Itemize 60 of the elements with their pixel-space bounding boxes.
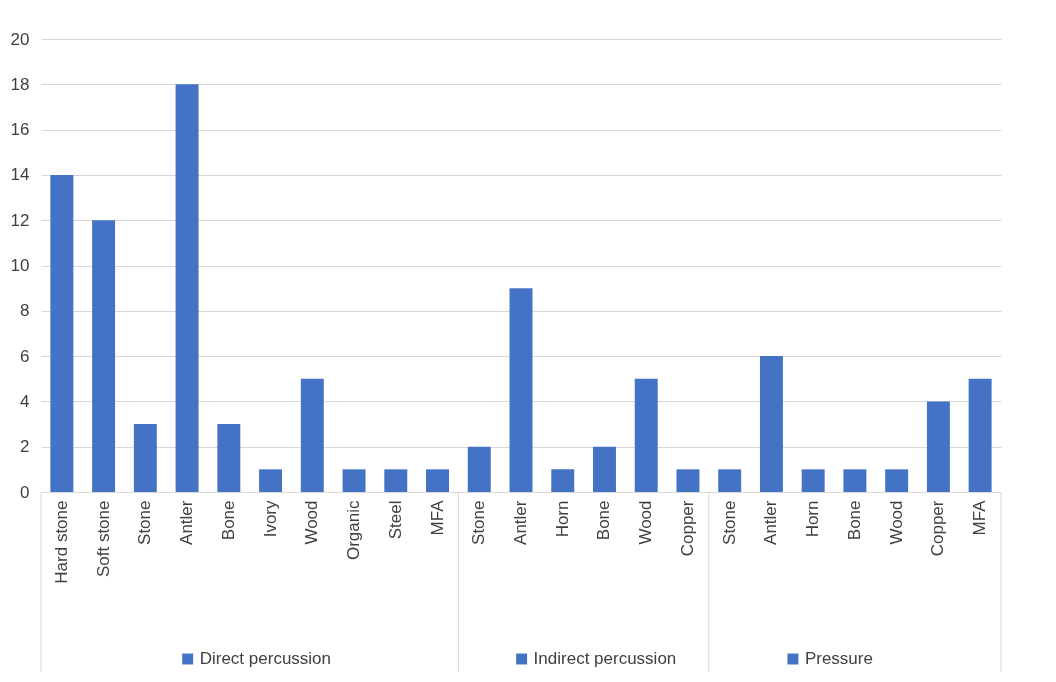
bar xyxy=(467,446,491,492)
x-tick-label: Antler xyxy=(511,500,530,545)
bar xyxy=(426,469,449,492)
x-tick-label: Copper xyxy=(928,500,948,557)
y-tick-label: 12 xyxy=(10,210,30,230)
x-tick-label: Soft stone xyxy=(93,500,113,578)
bar xyxy=(300,378,324,492)
x-tick-label: Horn xyxy=(803,500,823,538)
x-tick-label: Stone xyxy=(135,500,155,545)
legend-label: Indirect percussion xyxy=(533,649,677,668)
x-tick-label: Hard stone xyxy=(51,500,71,584)
x-tick-label: Wood xyxy=(302,500,322,545)
bar xyxy=(551,469,575,492)
bar xyxy=(509,288,533,492)
y-tick-label: 20 xyxy=(10,29,30,49)
bar xyxy=(843,469,867,492)
x-tick-label: Bone xyxy=(218,500,238,541)
bar xyxy=(259,469,283,492)
x-tick-label: Antler xyxy=(761,500,781,545)
y-tick-label: 8 xyxy=(20,301,30,321)
y-tick-label: 6 xyxy=(20,346,30,366)
bar xyxy=(384,469,408,492)
x-tick-label: Wood xyxy=(886,500,906,545)
x-tick-label: Horn xyxy=(552,500,572,538)
y-tick-label: 10 xyxy=(10,256,30,275)
bar xyxy=(175,84,199,492)
x-tick-label: Bone xyxy=(844,500,864,541)
x-tick-label: Stone xyxy=(469,500,489,545)
bar xyxy=(217,424,241,492)
bar xyxy=(926,401,950,492)
y-tick-label: 14 xyxy=(10,165,30,185)
bar xyxy=(801,469,825,492)
bar xyxy=(885,469,909,492)
x-tick-label: Stone xyxy=(719,500,739,545)
x-tick-label: MFA xyxy=(427,499,447,536)
legend-label: Pressure xyxy=(804,649,873,668)
bar xyxy=(50,174,74,492)
bar xyxy=(634,378,658,492)
x-tick-label: Ivory xyxy=(260,500,280,538)
x-tick-label: Bone xyxy=(594,500,614,541)
x-tick-label: Steel xyxy=(385,500,405,540)
legend-label: Direct percussion xyxy=(199,649,332,668)
y-tick-label: 0 xyxy=(20,482,30,502)
bar xyxy=(968,378,992,492)
bar xyxy=(342,469,366,492)
y-tick-label: 4 xyxy=(20,391,30,411)
y-tick-label: 16 xyxy=(10,120,30,140)
x-tick-label: Antler xyxy=(177,500,197,545)
y-tick-label: 18 xyxy=(10,74,30,94)
bar xyxy=(92,220,116,492)
y-tick-label: 2 xyxy=(20,437,30,457)
x-tick-label: MFA xyxy=(970,499,990,536)
bar xyxy=(676,469,700,492)
bar xyxy=(133,424,157,492)
bar xyxy=(718,469,742,492)
bar xyxy=(593,446,616,492)
x-tick-label: Wood xyxy=(636,500,656,545)
x-tick-label: Organic xyxy=(344,500,364,561)
x-tick-label: Copper xyxy=(677,500,697,557)
bar xyxy=(759,356,783,492)
